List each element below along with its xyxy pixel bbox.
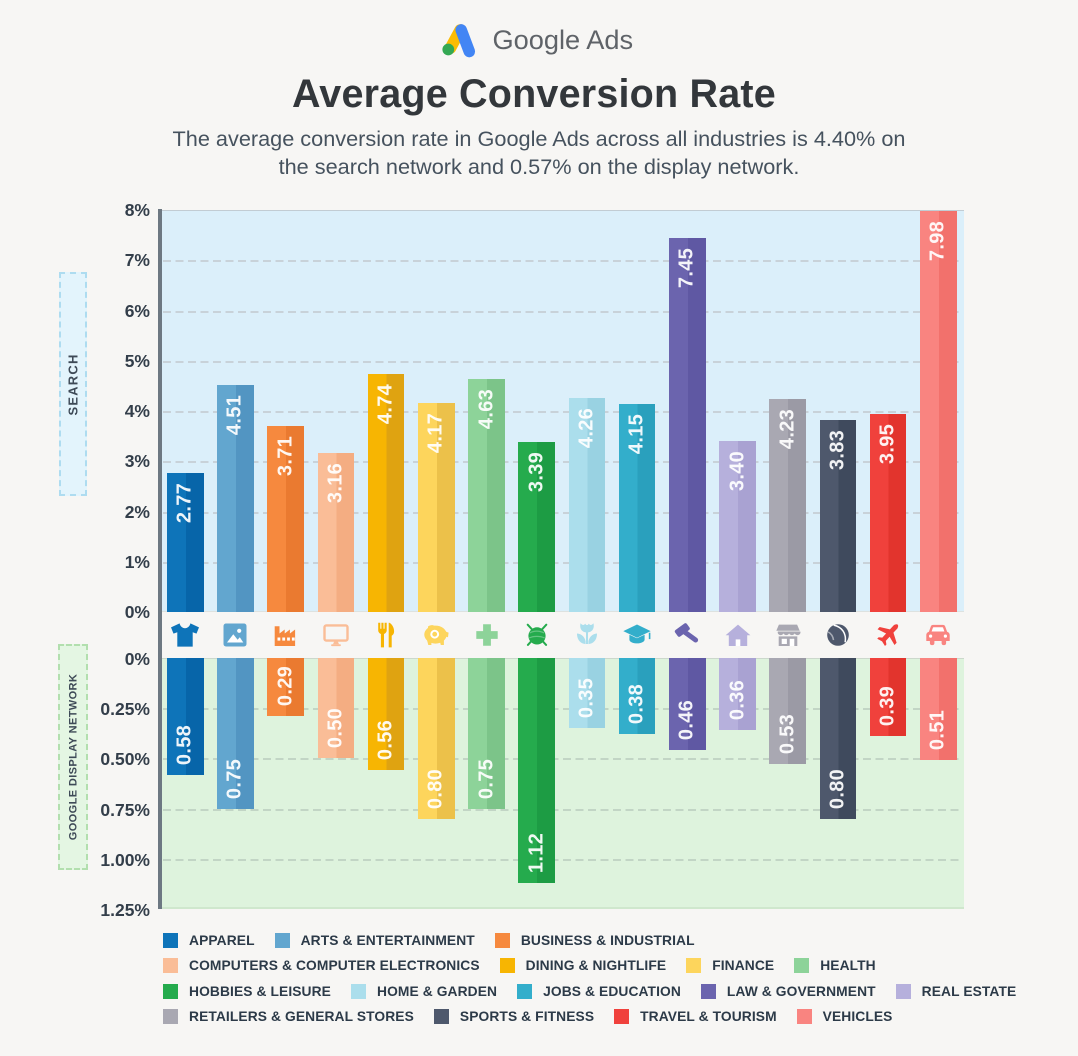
svg-text:Google Ads: Google Ads: [493, 24, 634, 55]
